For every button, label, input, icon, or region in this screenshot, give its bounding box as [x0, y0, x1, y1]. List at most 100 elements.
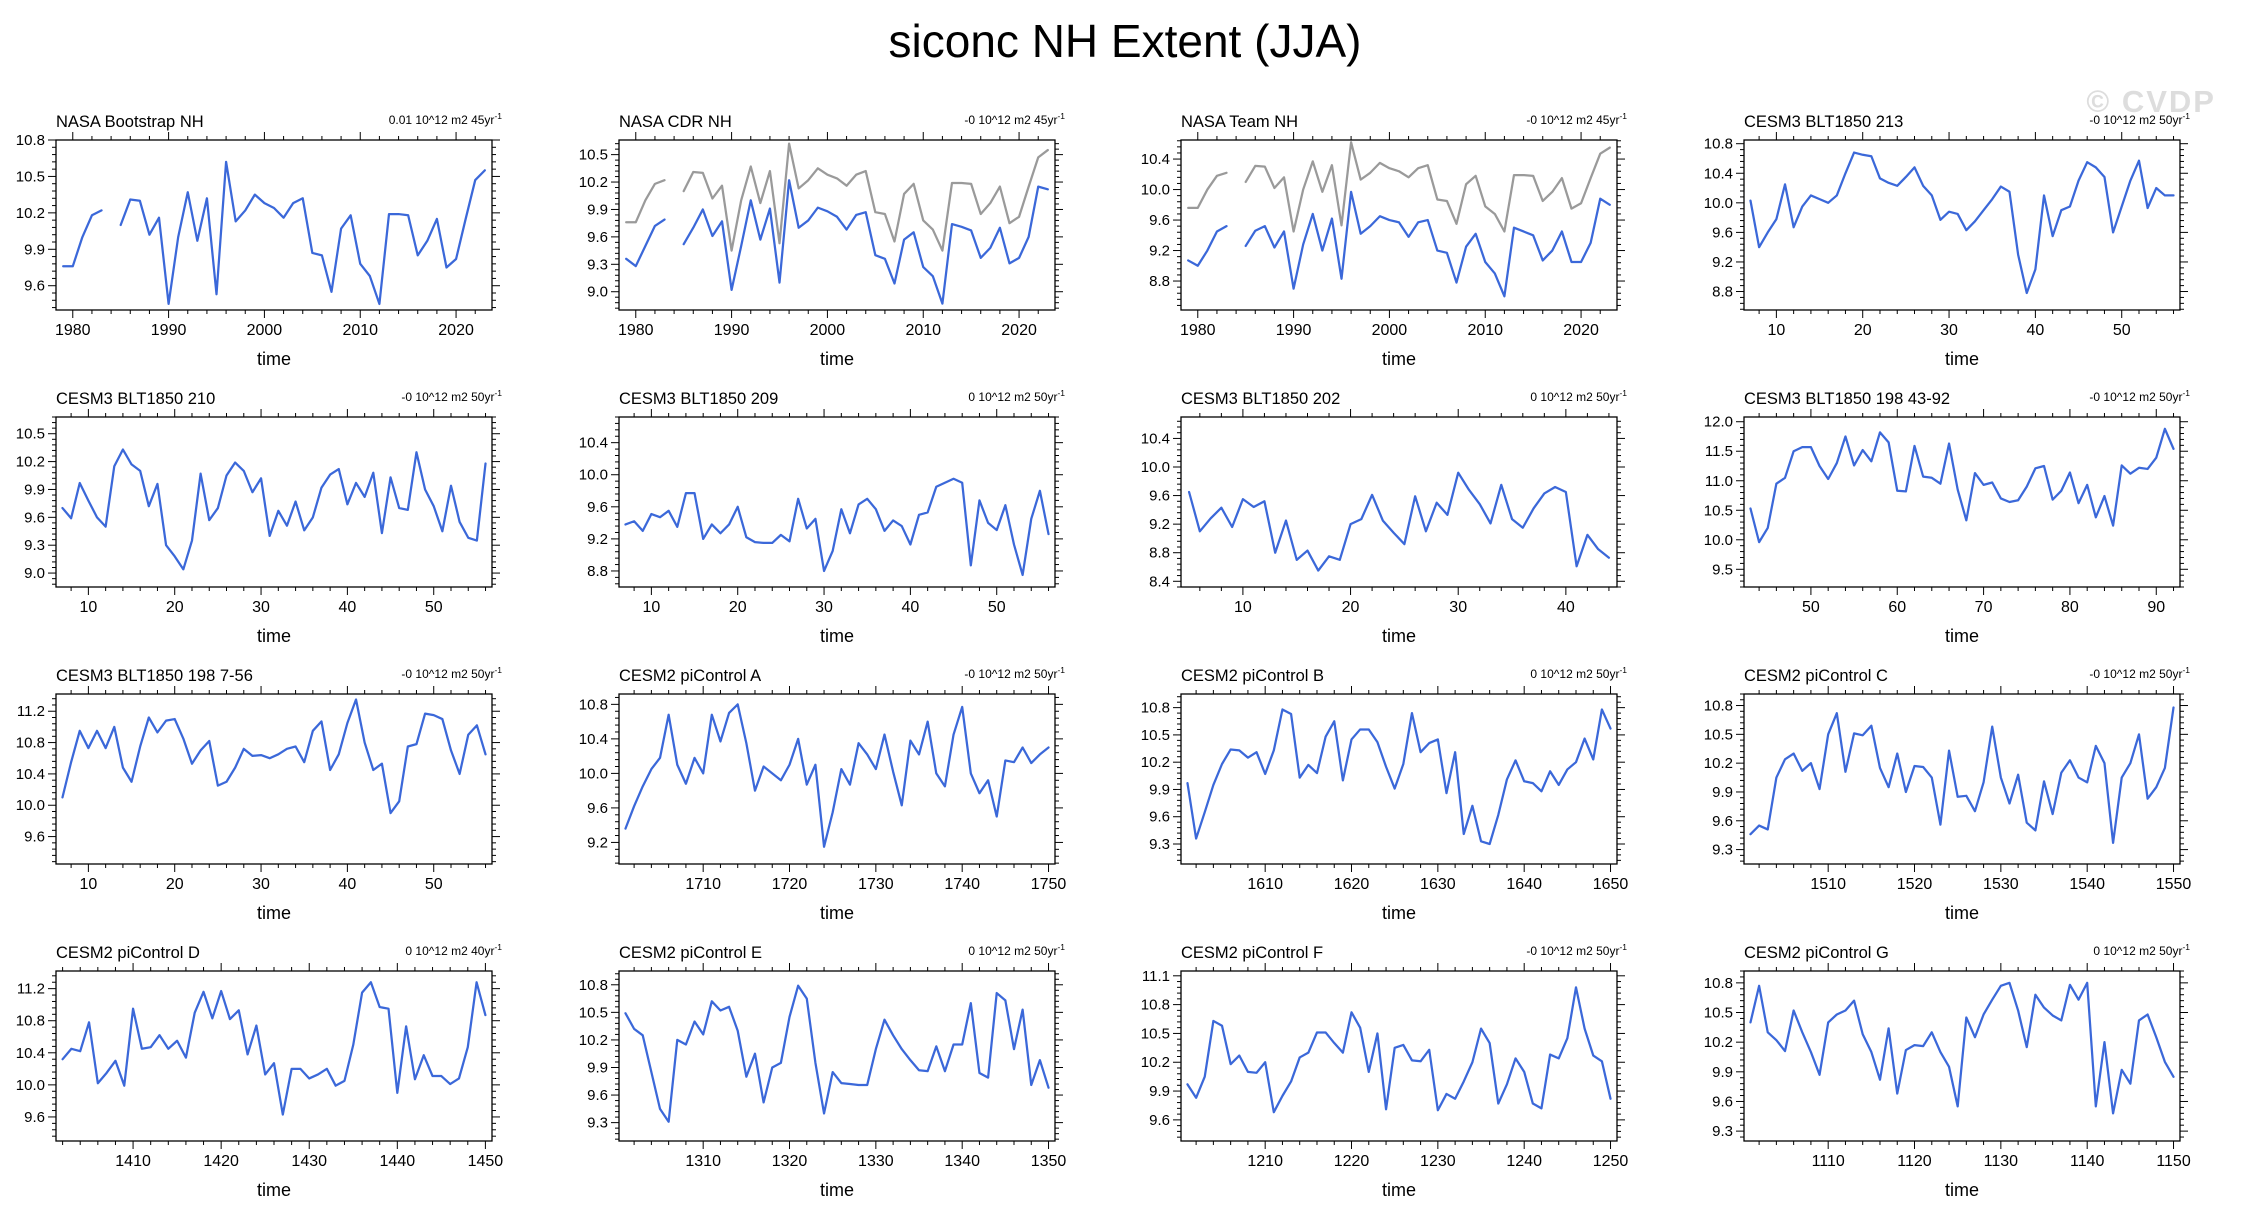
panel-chart: NASA CDR NH -0 10^12 m2 45yr-1 9.0 9.3 9.6 9.…: [578, 111, 1065, 369]
x-axis-label: time: [257, 349, 291, 369]
y-tick-label: 10.5: [1141, 727, 1170, 744]
x-tick-label: 2020: [1563, 322, 1599, 339]
x-tick-label: 30: [815, 599, 833, 616]
x-tick-label: 1140: [2069, 1153, 2104, 1170]
x-tick-label: 50: [2112, 322, 2130, 339]
plot-box: [617, 693, 1056, 865]
x-tick-label: 30: [1940, 322, 1958, 339]
panel-chart: CESM3 BLT1850 210 -0 10^12 m2 50yr-1 9.0 9.…: [16, 388, 502, 646]
x-tick-label: 1510: [1810, 876, 1846, 893]
y-tick-label: 9.0: [24, 565, 45, 582]
y-tick-label: 9.5: [1712, 561, 1733, 578]
x-tick-label: 20: [1853, 322, 1871, 339]
x-tick-label: 1230: [1420, 1153, 1456, 1170]
x-tick-label: 1980: [55, 322, 91, 339]
x-tick-label: 40: [1557, 599, 1575, 616]
x-tick-label: 1340: [944, 1153, 980, 1170]
y-tick-label: 11.0: [1704, 473, 1732, 490]
trend-annotation: -0 10^12 m2 45yr-1: [964, 111, 1065, 127]
x-tick-label: 2000: [809, 322, 845, 339]
x-tick-label: 30: [1449, 599, 1467, 616]
panel-chart: NASA Team NH -0 10^12 m2 45yr-1 8.8 9.2 9.6 1…: [1141, 111, 1627, 369]
y-tick-label: 10.2: [578, 174, 607, 191]
y-tick-label: 10.5: [1703, 726, 1732, 743]
cvdp-watermark: © CVDP: [2086, 84, 2216, 119]
panel-title: CESM2 piControl C: [1744, 667, 1888, 685]
y-tick-label: 9.3: [587, 1115, 608, 1132]
data-line: [1187, 190, 1611, 298]
x-axis-label: time: [1944, 626, 1978, 646]
y-tick-label: 10.0: [16, 797, 45, 814]
x-axis-label: time: [1382, 349, 1416, 369]
trend-annotation: -0 10^12 m2 50yr-1: [2089, 388, 2190, 404]
y-tick-label: 10.8: [16, 132, 45, 149]
panel-chart: CESM2 piControl D 0 10^12 m2 40yr-1 9.6 10.…: [16, 942, 503, 1200]
y-tick-label: 10.5: [16, 168, 45, 185]
x-tick-label: 1220: [1334, 1153, 1370, 1170]
data-line: [623, 984, 1050, 1123]
plot-box: [55, 139, 493, 311]
y-tick-label: 9.9: [587, 201, 608, 218]
y-tick-label: 10.2: [1703, 755, 1732, 772]
trend-annotation: -0 10^12 m2 50yr-1: [401, 388, 502, 404]
y-tick-label: 10.4: [578, 435, 607, 452]
data-line: [61, 698, 487, 815]
panel-title: CESM3 BLT1850 198 7-56: [56, 667, 253, 685]
x-axis-label: time: [819, 1180, 853, 1200]
x-axis-label: time: [1944, 903, 1978, 923]
trend-annotation: 0 10^12 m2 50yr-1: [2093, 942, 2190, 958]
x-tick-label: 50: [1802, 599, 1820, 616]
x-axis-label: time: [819, 903, 853, 923]
x-tick-label: 70: [1974, 599, 1992, 616]
plot-box: [1180, 416, 1618, 588]
x-tick-label: 60: [1888, 599, 1906, 616]
trend-annotation: 0 10^12 m2 50yr-1: [968, 388, 1065, 404]
y-tick-label: 10.0: [1141, 459, 1170, 476]
y-tick-label: 9.2: [587, 531, 608, 548]
panel-chart: CESM2 piControl A -0 10^12 m2 50yr-1 9.2 9.…: [578, 665, 1066, 923]
x-tick-label: 50: [425, 876, 443, 893]
x-tick-label: 2020: [438, 322, 474, 339]
chart-panel: CESM2 piControl C -0 10^12 m2 50yr-1 9.3 9.…: [1688, 658, 2250, 935]
y-tick-label: 9.9: [24, 241, 45, 258]
plot-box: [55, 416, 493, 588]
x-tick-label: 80: [2061, 599, 2079, 616]
x-tick-label: 2010: [342, 322, 378, 339]
x-tick-label: 1740: [944, 876, 980, 893]
plot-box: [1180, 970, 1618, 1142]
chart-panel: NASA Bootstrap NH 0.01 10^12 m2 45yr-1 9.6…: [0, 104, 563, 381]
data-line: [1186, 708, 1612, 846]
panel-title: CESM3 BLT1850 202: [1181, 390, 1340, 408]
y-tick-label: 9.2: [1149, 516, 1170, 533]
x-tick-label: 2000: [1372, 322, 1408, 339]
data-line: [62, 160, 486, 306]
x-tick-label: 1310: [685, 1153, 721, 1170]
plot-box: [617, 139, 1056, 311]
y-tick-label: 10.8: [1141, 700, 1170, 717]
plot-box: [1180, 139, 1618, 311]
x-tick-label: 1350: [1030, 1153, 1066, 1170]
trend-annotation: 0 10^12 m2 40yr-1: [405, 942, 502, 958]
plot-box: [1742, 970, 2181, 1142]
x-tick-label: 30: [252, 599, 270, 616]
chart-panel: CESM2 piControl E 0 10^12 m2 50yr-1 9.3 9.6…: [563, 935, 1126, 1212]
panel-title: CESM2 piControl D: [56, 944, 200, 962]
data-line: [1186, 986, 1612, 1114]
panel-title: CESM3 BLT1850 198 43-92: [1744, 390, 1950, 408]
chart-panel: CESM2 piControl B 0 10^12 m2 50yr-1 9.3 9.6…: [1125, 658, 1688, 935]
y-tick-label: 10.8: [1141, 997, 1170, 1014]
x-axis-label: time: [1944, 349, 1978, 369]
y-tick-label: 10.8: [1703, 975, 1732, 992]
y-tick-label: 10.2: [1141, 754, 1170, 771]
panel-title: NASA Team NH: [1181, 113, 1298, 131]
plot-box: [1742, 416, 2181, 588]
y-tick-label: 10.4: [578, 731, 607, 748]
y-tick-label: 8.8: [1149, 273, 1170, 290]
y-tick-label: 11.1: [1142, 968, 1170, 985]
x-tick-label: 1720: [771, 876, 807, 893]
x-tick-label: 1990: [151, 322, 187, 339]
y-tick-label: 10.4: [16, 1045, 45, 1062]
y-tick-label: 11.2: [17, 703, 45, 720]
x-tick-label: 40: [901, 599, 919, 616]
panel-chart: CESM3 BLT1850 198 7-56 -0 10^12 m2 50yr-1…: [16, 665, 502, 923]
